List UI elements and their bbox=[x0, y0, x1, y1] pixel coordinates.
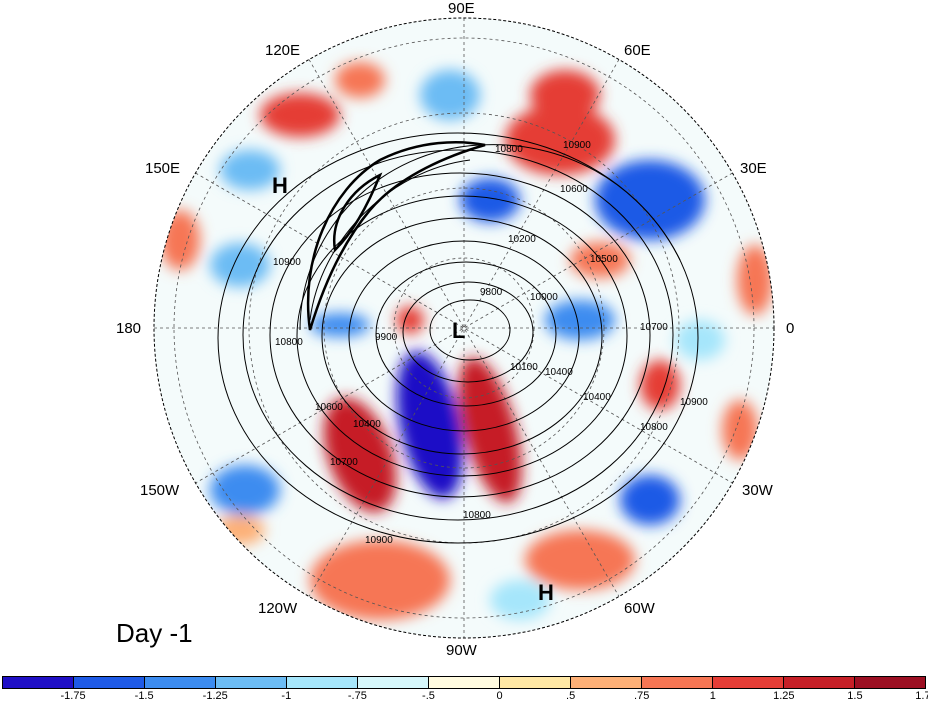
colorbar-segment bbox=[358, 677, 429, 688]
contour-label: 10900 bbox=[680, 397, 708, 408]
contour-label: 10800 bbox=[495, 144, 523, 155]
lon-label-60e: 60E bbox=[624, 42, 651, 59]
colorbar-segment bbox=[429, 677, 500, 688]
contour-label: 10700 bbox=[330, 457, 358, 468]
anomaly-field bbox=[154, 18, 774, 638]
lon-label-90e: 90E bbox=[448, 0, 475, 17]
lon-label-60w: 60W bbox=[624, 600, 655, 617]
colorbar-tick-label: 1.75 bbox=[915, 690, 928, 702]
colorbar-segment bbox=[145, 677, 216, 688]
contour-label: 10500 bbox=[590, 254, 618, 265]
contour-label: 10800 bbox=[640, 422, 668, 433]
colorbar-tick-label: 1.5 bbox=[847, 690, 863, 702]
colorbar-segment bbox=[642, 677, 713, 688]
colorbar-tick-label: -1 bbox=[281, 690, 292, 702]
contour-label: 10400 bbox=[353, 419, 381, 430]
lon-label-90w: 90W bbox=[446, 642, 477, 659]
colorbar-tick-label: 0 bbox=[496, 690, 503, 702]
lon-label-30e: 30E bbox=[740, 160, 767, 177]
colorbar-tick-label: .75 bbox=[634, 690, 650, 702]
lon-label-150w: 150W bbox=[140, 482, 180, 499]
colorbar-tick-label: -.5 bbox=[422, 690, 435, 702]
jet-contours bbox=[306, 141, 486, 331]
colorbar-segment bbox=[784, 677, 855, 688]
colorbar-segment bbox=[713, 677, 784, 688]
contour-label: 10000 bbox=[530, 292, 558, 303]
colorbar-tick-label: -1.25 bbox=[202, 690, 228, 702]
contour-label: 10400 bbox=[583, 392, 611, 403]
contour-label-group: 10800 10900 10600 10500 10200 10000 9800… bbox=[273, 140, 708, 546]
lon-label-0: 0 bbox=[786, 320, 795, 337]
contour-label: 9900 bbox=[375, 332, 398, 343]
colorbar-tick-label: 1.25 bbox=[773, 690, 795, 702]
low-pressure-label: L bbox=[452, 318, 466, 343]
lon-label-150e: 150E bbox=[145, 160, 181, 177]
colorbar-segment bbox=[500, 677, 571, 688]
high-pressure-label: H bbox=[538, 580, 554, 605]
contour-label: 10700 bbox=[640, 322, 668, 333]
panel-title: Day -1 bbox=[116, 618, 193, 648]
colorbar-segment bbox=[855, 677, 925, 688]
contour-label: 10900 bbox=[273, 257, 301, 268]
colorbar-segment bbox=[287, 677, 358, 688]
colorbar-segment bbox=[74, 677, 145, 688]
contour-label: 10600 bbox=[315, 402, 343, 413]
contour-label: 10900 bbox=[563, 140, 591, 151]
lon-label-30w: 30W bbox=[742, 482, 773, 499]
colorbar-tick-label: -.75 bbox=[347, 690, 367, 702]
colorbar-tick-label: -1.75 bbox=[60, 690, 86, 702]
colorbar-tick-label: 1 bbox=[709, 690, 716, 702]
colorbar-segment bbox=[571, 677, 642, 688]
contour-label: 10600 bbox=[560, 184, 588, 195]
lon-label-180: 180 bbox=[116, 320, 142, 337]
colorbar-segment bbox=[3, 677, 74, 688]
colorbar-tick-label: -1.5 bbox=[134, 690, 154, 702]
high-pressure-label: H bbox=[272, 173, 288, 198]
contour-label: 9800 bbox=[480, 287, 503, 298]
colorbar-segment bbox=[216, 677, 287, 688]
lon-label-120e: 120E bbox=[265, 42, 301, 59]
contour-label: 10900 bbox=[365, 535, 393, 546]
map-boundary bbox=[153, 17, 775, 639]
contour-label: 10800 bbox=[275, 337, 303, 348]
contour-label: 10400 bbox=[545, 367, 573, 378]
contour-label: 10800 bbox=[463, 510, 491, 521]
contour-label: 10100 bbox=[510, 362, 538, 373]
contour-label: 10200 bbox=[508, 234, 536, 245]
colorbar bbox=[2, 676, 926, 689]
lon-label-120w: 120W bbox=[258, 600, 298, 617]
colorbar-tick-label: .5 bbox=[566, 690, 576, 702]
